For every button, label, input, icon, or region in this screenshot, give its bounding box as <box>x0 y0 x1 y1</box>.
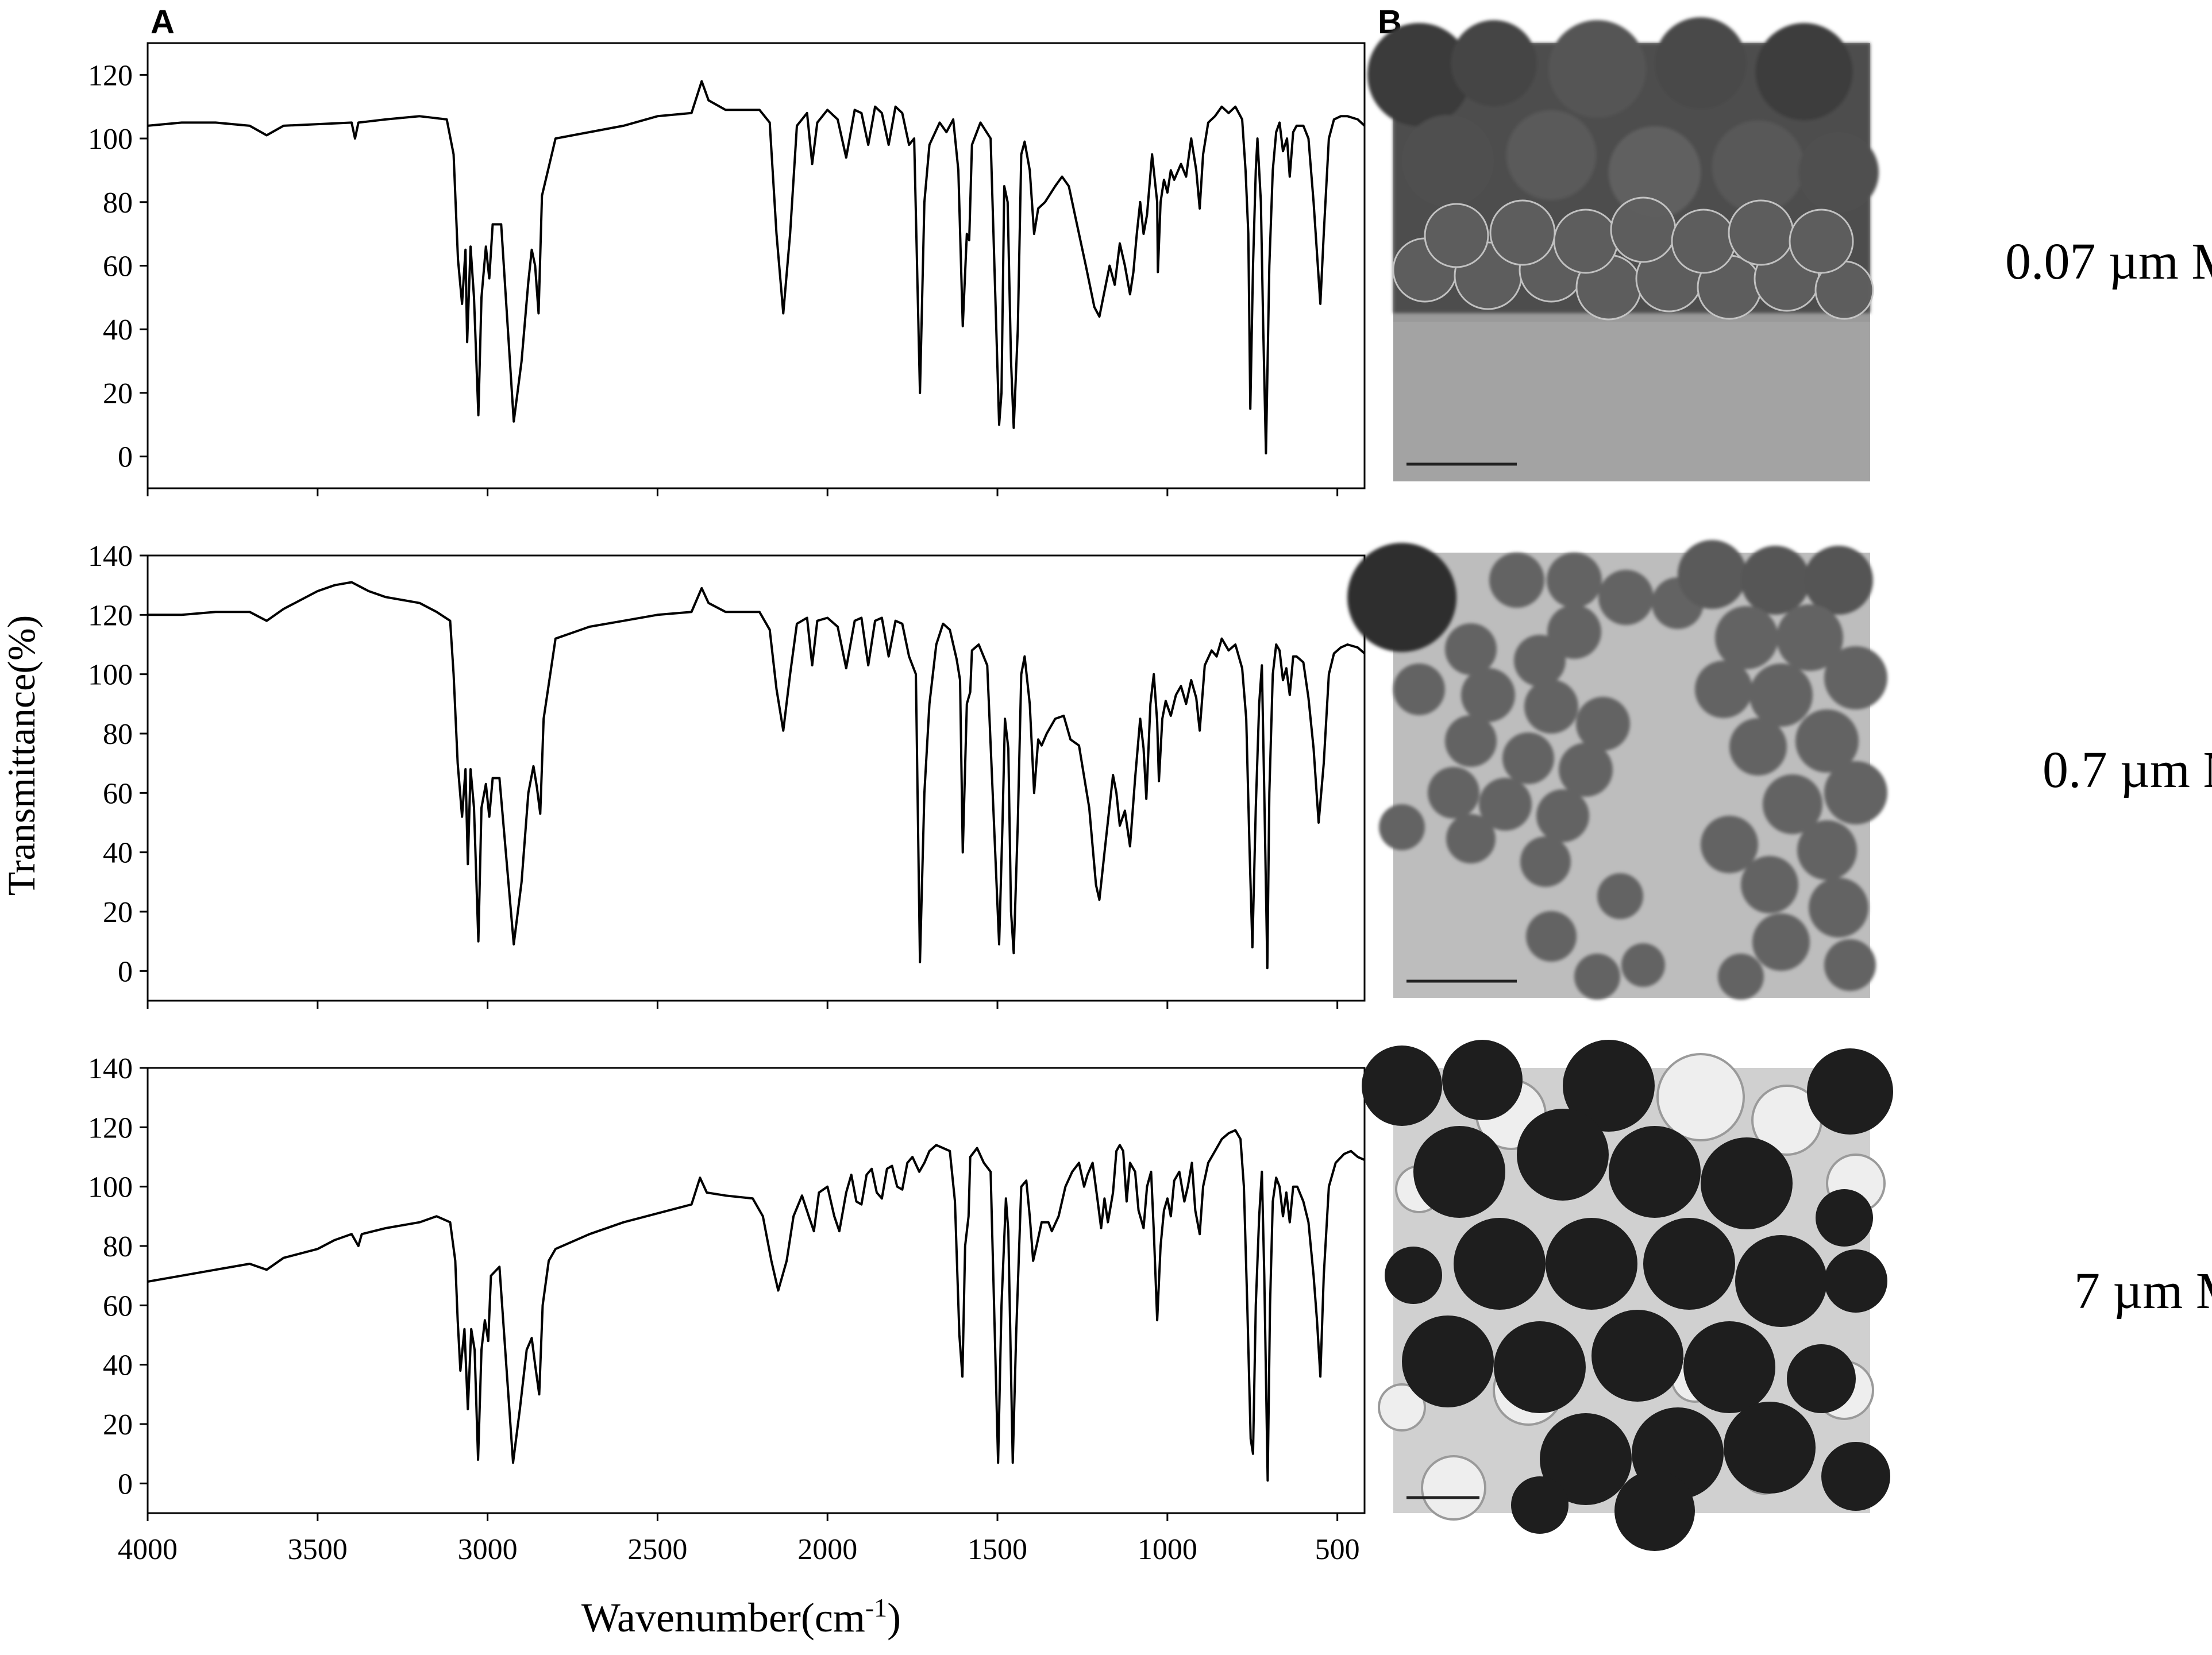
x-tick-label: 1000 <box>1138 1533 1197 1566</box>
y-tick-label: 80 <box>103 1230 133 1263</box>
x-axis-label: Wavenumber(cm-1) <box>581 1593 901 1641</box>
tem-image-7um <box>1362 1040 1893 1551</box>
x-tick-label: 3000 <box>458 1533 518 1566</box>
y-tick-label: 120 <box>88 1112 133 1144</box>
ftir-spectrum-0-07um: 0 20 40 60 80 100 120 <box>88 42 1366 496</box>
y-tick-label: 40 <box>103 837 133 870</box>
plot-frame <box>147 1067 1366 1514</box>
y-axis-label: Transmittance(%) <box>0 615 43 896</box>
x-axis-label-main: Wavenumber(cm <box>581 1595 865 1641</box>
y-tick-label: 20 <box>103 896 133 929</box>
y-tick-label: 100 <box>88 123 133 156</box>
tem-image-0-7um <box>1347 540 1887 1000</box>
y-tick-label: 40 <box>103 1349 133 1382</box>
tem-image-0-07um <box>1367 17 1879 481</box>
x-axis-label-sup: -1 <box>865 1593 887 1622</box>
ftir-spectrum-7um: 0 20 40 60 80 100 120 140 4000 3500 3000 2500 2000 15… <box>88 1052 1366 1566</box>
panel-letter-a: A <box>151 3 175 41</box>
y-tick-label: 0 <box>118 441 133 474</box>
y-tick-label: 60 <box>103 250 133 283</box>
tem-label-0-07um: 0.07 µm MPs <box>2005 233 2212 290</box>
y-tick-label: 20 <box>103 1409 133 1441</box>
y-tick-label: 140 <box>88 540 133 573</box>
y-tick-label: 80 <box>103 187 133 219</box>
x-axis-label-close: ) <box>887 1595 901 1641</box>
x-tick-label: 4000 <box>118 1533 178 1566</box>
y-tick-label: 100 <box>88 1171 133 1204</box>
y-tick-label: 40 <box>103 314 133 346</box>
plot-frame <box>147 554 1366 1002</box>
spectrum-line-1 <box>148 80 1365 455</box>
y-tick-label: 100 <box>88 659 133 692</box>
x-tick-label: 3500 <box>288 1533 348 1566</box>
y-tick-label: 0 <box>118 1468 133 1500</box>
y-tick-label: 60 <box>103 777 133 810</box>
y-tick-label: 80 <box>103 718 133 751</box>
ftir-spectrum-0-7um: 0 20 40 60 80 100 120 140 <box>88 540 1366 1009</box>
tem-label-7um: 7 µm MPs <box>2074 1263 2212 1320</box>
y-tick-label: 140 <box>88 1052 133 1085</box>
tem-label-0-7um: 0.7 µm MPs <box>2043 742 2212 798</box>
x-tick-label: 2500 <box>627 1533 687 1566</box>
spectrum-line-3 <box>148 1129 1365 1482</box>
y-tick-label: 120 <box>88 599 133 632</box>
y-tick-label: 20 <box>103 377 133 410</box>
x-tick-label: 2000 <box>797 1533 857 1566</box>
x-tick-label: 1500 <box>968 1533 1027 1566</box>
y-tick-label: 0 <box>118 955 133 988</box>
x-tick-label: 500 <box>1315 1533 1360 1566</box>
spectrum-line-2 <box>148 581 1365 970</box>
y-tick-label: 120 <box>88 59 133 92</box>
y-tick-label: 60 <box>103 1290 133 1322</box>
